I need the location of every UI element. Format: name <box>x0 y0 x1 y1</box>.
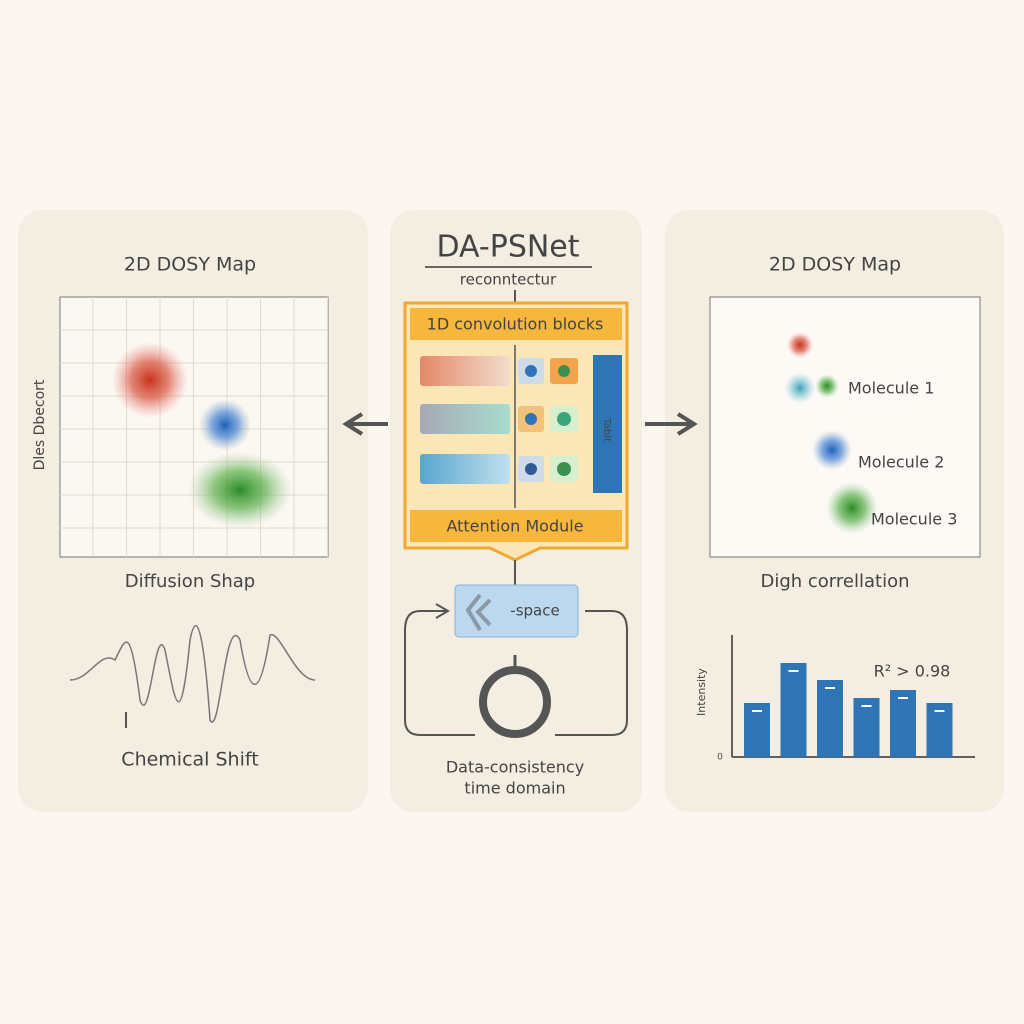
arrow <box>645 412 698 436</box>
y-label: Dles Dbecort <box>32 379 48 470</box>
icon <box>465 593 492 632</box>
k-space-box <box>454 584 579 638</box>
k-space-text: -space <box>510 602 559 620</box>
conv-block <box>420 356 510 386</box>
blob <box>188 452 292 528</box>
footer-text: time domain <box>464 779 565 798</box>
attention-text: Attention Module <box>446 517 583 536</box>
tick-label: 0 <box>717 753 723 763</box>
side-block <box>593 355 622 493</box>
center-title: DA-PSNet <box>436 230 579 265</box>
attention-bar <box>410 510 622 542</box>
conv-header <box>410 308 622 340</box>
loop <box>555 610 628 736</box>
left-title: 2D DOSY Map <box>124 254 256 276</box>
bars <box>744 663 953 757</box>
arrow <box>342 412 388 436</box>
conv-header-text: 1D convolution blocks <box>427 315 604 334</box>
chart-y-label: Intensity <box>695 668 708 716</box>
loop <box>404 610 475 736</box>
blob <box>199 399 251 451</box>
molecule-label: Molecule 3 <box>871 510 957 529</box>
caption: Digh correllation <box>760 571 909 592</box>
bar <box>780 663 807 757</box>
footer-text: Data-consistency <box>446 758 584 777</box>
side-label: Tablt <box>601 417 612 442</box>
bar <box>817 680 843 757</box>
bar <box>890 690 916 757</box>
spectrum <box>69 625 316 723</box>
blob <box>112 342 188 418</box>
x-label: Diffusion Shap <box>125 571 255 592</box>
bar <box>853 698 880 757</box>
spectrum-label: Chemical Shift <box>121 749 258 771</box>
center-subtitle: reconntectur <box>460 271 557 289</box>
molecule-label: Molecule 1 <box>848 379 934 398</box>
consistency-ring <box>479 666 551 738</box>
molecule-label: Molecule 2 <box>858 453 944 472</box>
conv-block <box>420 454 510 484</box>
right-title: 2D DOSY Map <box>769 254 901 276</box>
annotation: R² > 0.98 <box>874 662 951 681</box>
conv-block <box>420 404 510 434</box>
conv-rows <box>420 356 578 484</box>
